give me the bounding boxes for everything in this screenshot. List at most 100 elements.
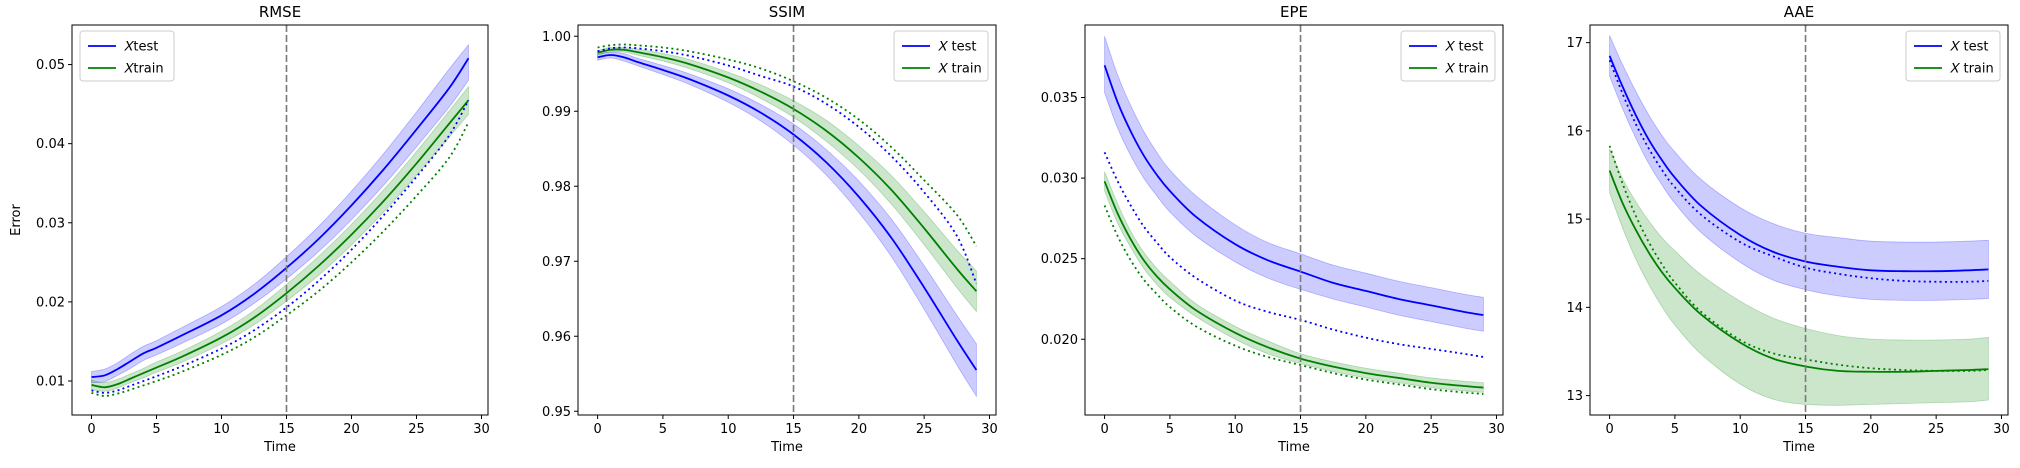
- series-line-0: [597, 54, 978, 371]
- axes-frame: [71, 24, 489, 416]
- confidence-band-1: [1609, 148, 1989, 406]
- y-tick-label: 0.99: [542, 105, 571, 120]
- confidence-band-1: [597, 46, 977, 313]
- confidence-band-0: [597, 51, 977, 398]
- legend: 𝑋 test 𝑋 train: [1400, 30, 1496, 82]
- x-tick-label: 0: [1605, 422, 1613, 437]
- x-tick-label: 25: [1928, 422, 1945, 437]
- chart-title: RMSE: [259, 3, 301, 21]
- x-tick-label: 20: [1863, 422, 1880, 437]
- legend-label: 𝑋train: [124, 62, 164, 77]
- plot-area: [1608, 35, 1989, 406]
- legend: 𝑋 test 𝑋 train: [893, 30, 989, 82]
- rmse-panel: 0 5 10 15 20 25 30 0.01 0.02 0.03 0.04 0.05 RMSE Time…: [9, 3, 490, 455]
- x-tick-label: 25: [408, 422, 425, 437]
- x-axis-label: Time: [770, 440, 803, 455]
- y-tick-label: 0.025: [1041, 252, 1078, 267]
- x-tick-label: 15: [1292, 422, 1309, 437]
- chart-title: EPE: [1280, 3, 1308, 21]
- series-line-0: [91, 57, 470, 378]
- x-tick-label: 0: [593, 422, 601, 437]
- x-axis-label: Time: [1782, 440, 1815, 455]
- x-tick-label: 25: [1423, 422, 1440, 437]
- confidence-band-0: [1104, 36, 1484, 332]
- legend-label: 𝑋 test: [1445, 40, 1483, 55]
- x-tick-label: 10: [720, 422, 737, 437]
- dotted-line-3: [597, 43, 978, 247]
- legend: 𝑋 test 𝑋 train: [1905, 30, 2001, 82]
- series-line-1: [91, 99, 470, 389]
- x-tick-label: 5: [659, 422, 667, 437]
- x-axis-label: Time: [263, 440, 296, 455]
- ssim-panel: 0 5 10 15 20 25 30 0.95 0.96 0.97 0.98 0.99 1.00 SSIM…: [542, 3, 998, 455]
- axes-frame: [1084, 24, 1504, 416]
- y-tick-label: 0.020: [1041, 333, 1078, 348]
- dotted-line-3: [91, 121, 470, 397]
- plot-area: [597, 43, 978, 398]
- dotted-line-2: [1103, 151, 1484, 358]
- axes-frame: [577, 24, 997, 416]
- y-tick-label: 0.02: [36, 295, 65, 310]
- chart-title: SSIM: [769, 3, 805, 21]
- x-tick-label: 25: [916, 422, 933, 437]
- y-tick-label: 0.95: [542, 405, 571, 420]
- aae-panel: 0 5 10 15 20 25 30 13 14 15 16 17 AAE Time 𝑋 test 𝑋 tra…: [1566, 3, 2009, 455]
- dotted-line-2: [597, 46, 978, 285]
- y-tick-label: 17: [1566, 36, 1583, 51]
- x-tick-label: 30: [1993, 422, 2010, 437]
- y-tick-label: 0.035: [1041, 91, 1078, 106]
- legend-label: 𝑋 train: [1445, 62, 1489, 77]
- y-tick-label: 14: [1566, 301, 1583, 316]
- y-tick-label: 0.98: [542, 180, 571, 195]
- legend-label: 𝑋test: [124, 40, 158, 55]
- y-tick-label: 0.05: [36, 58, 65, 73]
- series-line-0: [1608, 55, 1989, 273]
- x-tick-label: 20: [343, 422, 360, 437]
- axes-frame: [1589, 24, 2009, 416]
- epe-panel: 0 5 10 15 20 25 30 0.020 0.025 0.030 0.035 EPE Time 𝑋…: [1041, 3, 1505, 455]
- x-tick-label: 10: [213, 422, 230, 437]
- confidence-band-0: [1609, 35, 1989, 301]
- x-tick-label: 20: [1358, 422, 1375, 437]
- x-tick-label: 15: [785, 422, 802, 437]
- x-tick-label: 10: [1227, 422, 1244, 437]
- x-tick-label: 5: [152, 422, 160, 437]
- y-tick-label: 0.01: [36, 374, 65, 389]
- legend-label: 𝑋 test: [938, 40, 976, 55]
- y-tick-label: 13: [1566, 389, 1583, 404]
- series-line-1: [1608, 170, 1989, 373]
- y-axis-label: Error: [9, 204, 24, 236]
- legend-label: 𝑋 train: [938, 62, 982, 77]
- x-tick-label: 30: [981, 422, 998, 437]
- y-tick-label: 0.96: [542, 330, 571, 345]
- y-tick-label: 16: [1566, 124, 1583, 139]
- y-tick-label: 0.030: [1041, 172, 1078, 187]
- series-line-1: [597, 48, 978, 292]
- legend-label: 𝑋 train: [1950, 62, 1994, 77]
- y-tick-label: 15: [1566, 213, 1583, 228]
- y-tick-label: 0.04: [36, 137, 65, 152]
- chart-title: AAE: [1784, 3, 1814, 21]
- x-tick-label: 0: [87, 422, 95, 437]
- series-line-0: [1103, 64, 1484, 316]
- confidence-band-1: [1104, 171, 1484, 393]
- x-tick-label: 5: [1166, 422, 1174, 437]
- plot-area: [1103, 36, 1484, 395]
- y-tick-label: 0.03: [36, 216, 65, 231]
- x-tick-label: 15: [1797, 422, 1814, 437]
- x-tick-label: 5: [1671, 422, 1679, 437]
- dotted-line-2: [91, 99, 470, 394]
- x-tick-label: 30: [1488, 422, 1505, 437]
- legend: 𝑋test 𝑋train: [79, 30, 175, 82]
- plot-area: [91, 43, 470, 397]
- series-line-1: [1103, 180, 1484, 389]
- x-tick-label: 20: [851, 422, 868, 437]
- x-tick-label: 30: [473, 422, 490, 437]
- confidence-band-0: [91, 43, 469, 383]
- confidence-band-1: [91, 85, 469, 392]
- y-tick-label: 1.00: [542, 30, 571, 45]
- dotted-line-2: [1608, 59, 1989, 283]
- dotted-line-3: [1103, 205, 1484, 395]
- x-tick-label: 10: [1732, 422, 1749, 437]
